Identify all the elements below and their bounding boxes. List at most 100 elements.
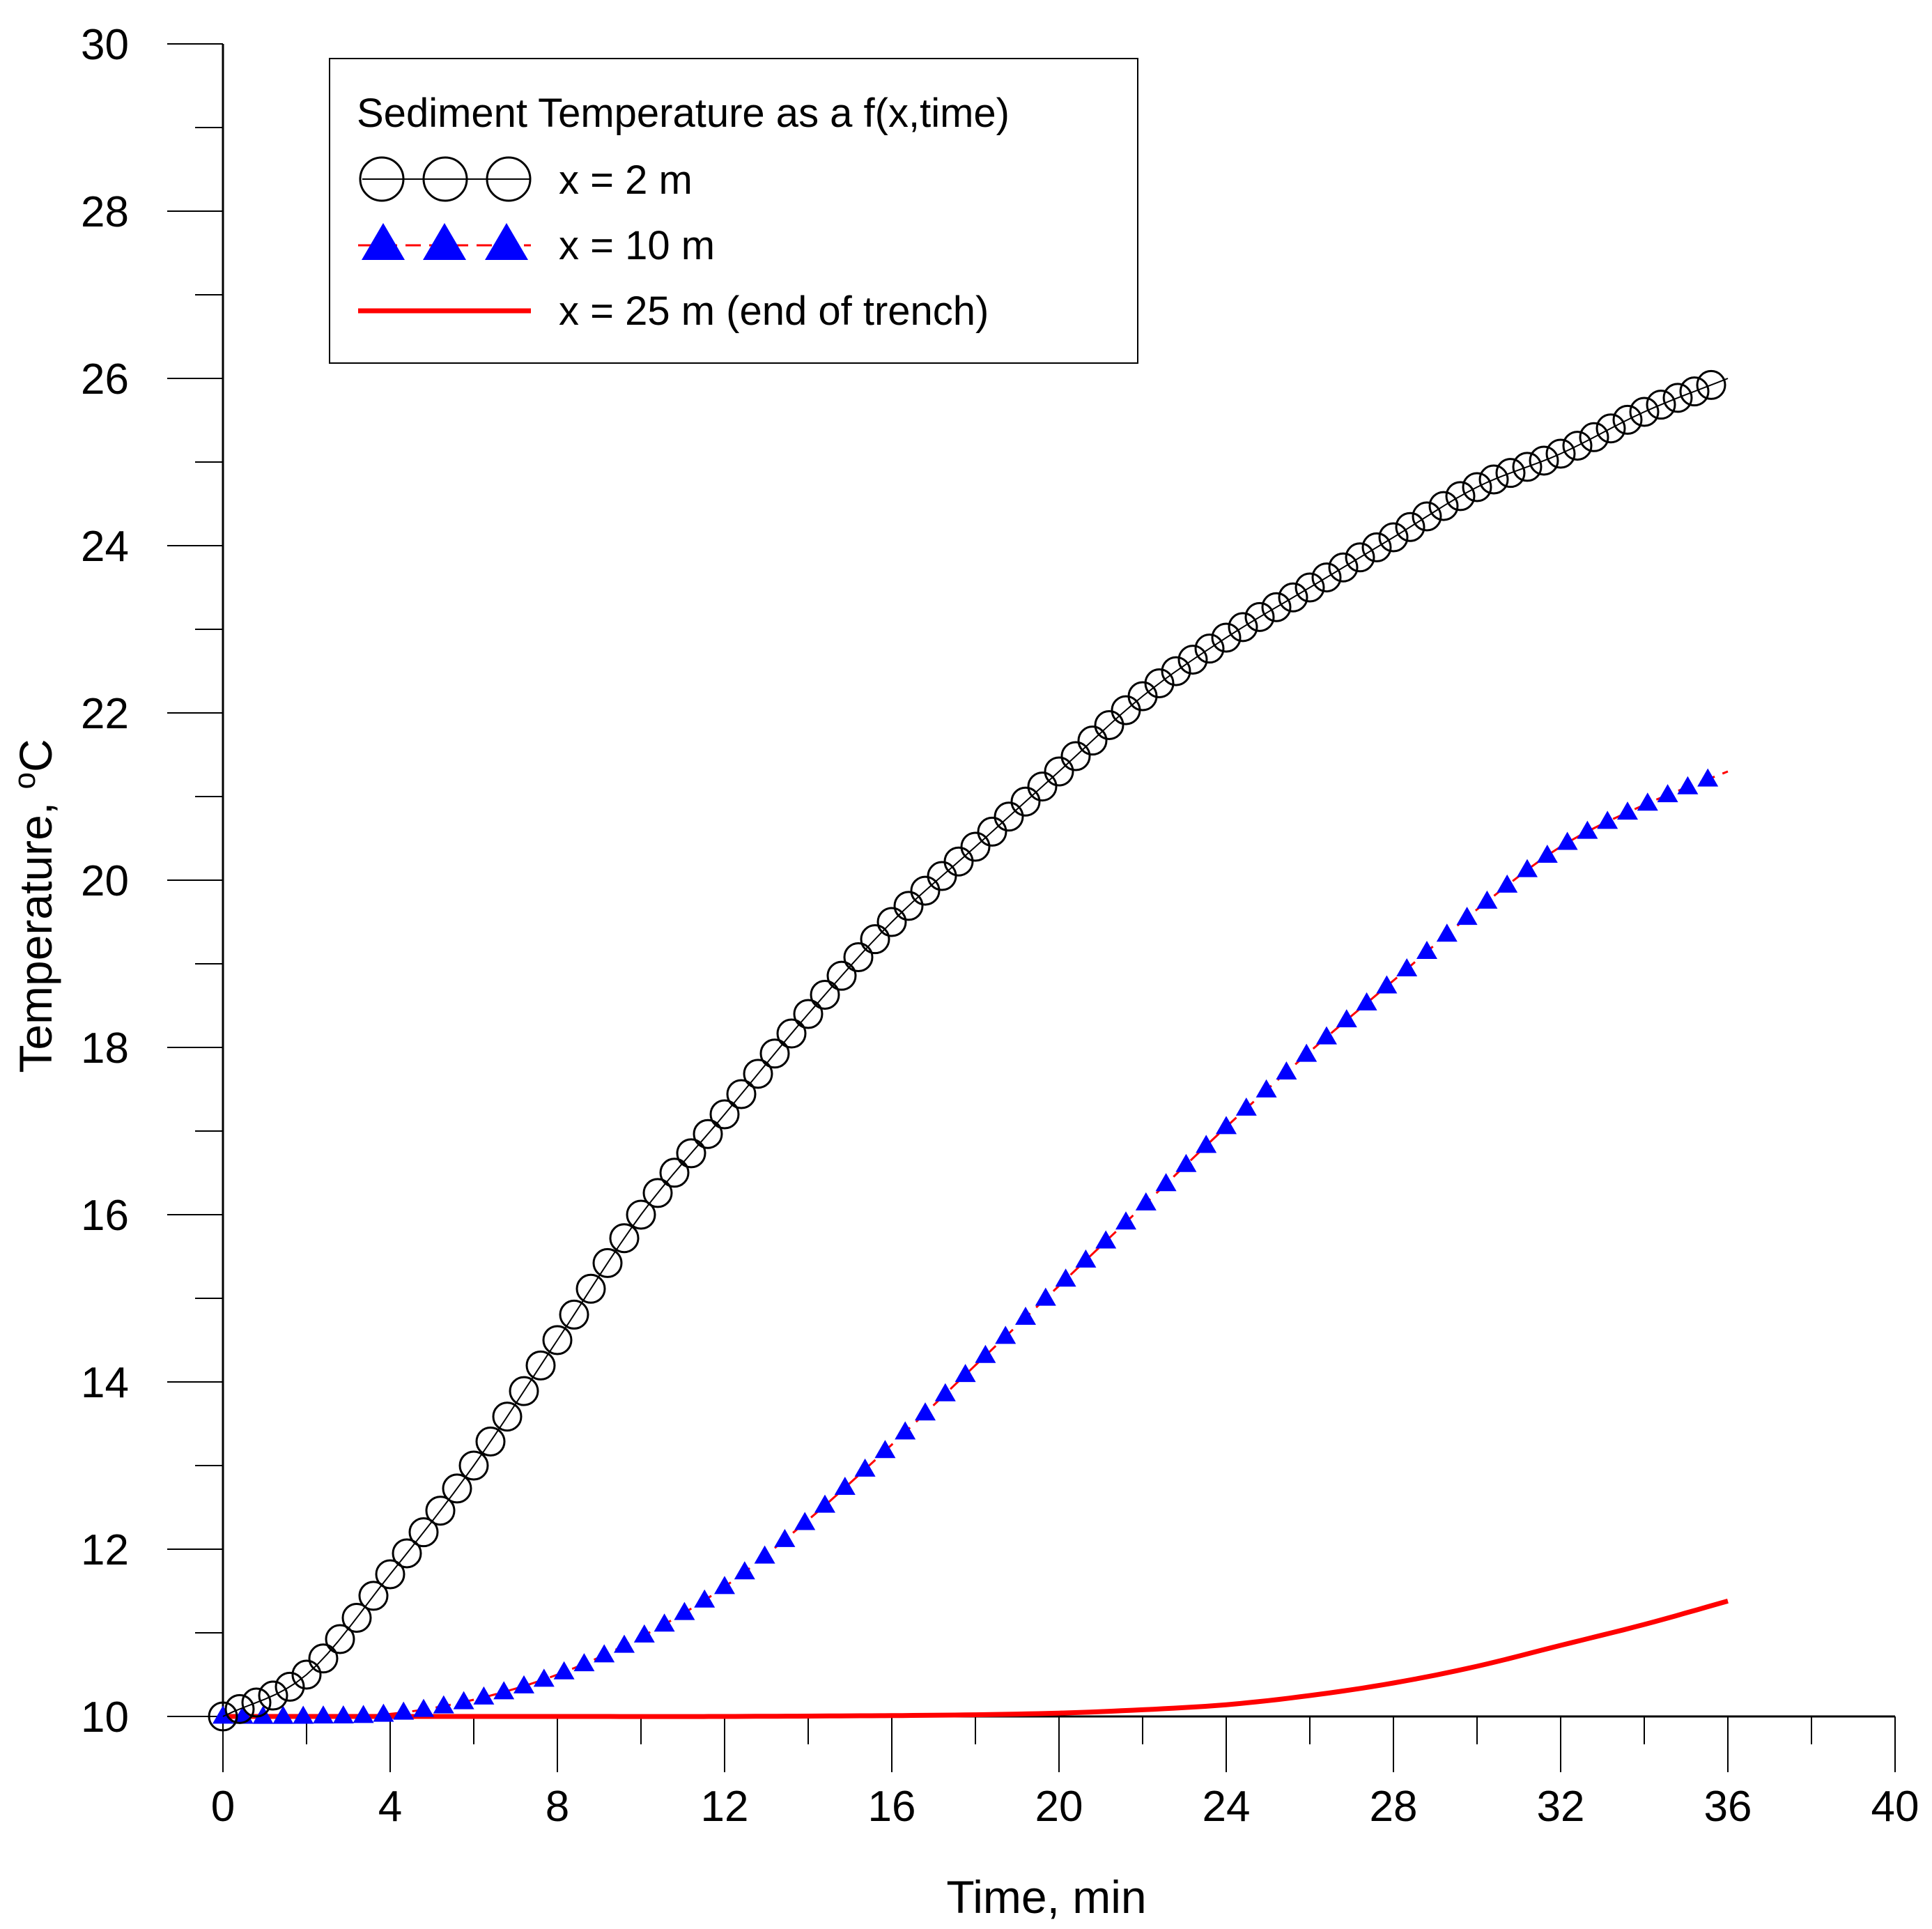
series-marker-x2m <box>1579 422 1609 452</box>
series-marker-x2m <box>659 1158 690 1188</box>
series-marker-x10m <box>293 1705 314 1724</box>
series-marker-x2m <box>977 816 1007 847</box>
series-line-x10m <box>223 770 1729 1718</box>
series-marker-x2m <box>1428 491 1459 521</box>
series-marker-x2m <box>1027 771 1058 802</box>
series-marker-x10m <box>774 1528 796 1547</box>
y-tick-label: 16 <box>81 1192 129 1240</box>
y-axis-title-text: Temperature, <box>10 789 61 1073</box>
series-marker-x10m <box>1556 831 1578 850</box>
series-marker-x10m <box>1075 1249 1097 1268</box>
series-marker-x2m <box>1646 390 1676 420</box>
series-marker-x2m <box>693 1119 723 1149</box>
series-marker-x2m <box>1228 612 1258 643</box>
series-marker-x2m <box>475 1427 506 1457</box>
series-line-x25m <box>223 1599 1729 1719</box>
series-marker-x2m <box>1696 369 1726 400</box>
series-marker-x2m <box>224 1693 255 1724</box>
series-marker-x2m <box>1144 668 1175 698</box>
series-marker-x10m <box>393 1701 415 1720</box>
series-marker-x2m <box>559 1299 589 1330</box>
series-marker-x10m <box>1376 975 1398 994</box>
series-marker-x2m <box>208 1701 238 1732</box>
series-marker-x10m <box>1035 1287 1056 1306</box>
series-marker-x2m <box>241 1687 272 1718</box>
series-marker-x10m <box>874 1440 896 1459</box>
series-marker-x2m <box>609 1223 640 1254</box>
series-marker-x10m <box>1356 992 1377 1010</box>
series-marker-x2m <box>575 1273 606 1304</box>
series-marker-x10m <box>995 1325 1017 1344</box>
series-marker-x10m <box>1095 1230 1117 1249</box>
legend-label-x10m: x = 10 m <box>559 223 715 268</box>
x-tick-label: 36 <box>1704 1783 1752 1831</box>
series-marker-x10m <box>1517 859 1538 877</box>
series-marker-x2m <box>1328 552 1359 583</box>
series-marker-x10m <box>754 1545 775 1564</box>
series-marker-x2m <box>994 801 1024 832</box>
series-marker-x10m <box>1577 820 1598 839</box>
series-marker-x2m <box>776 1018 807 1049</box>
series-marker-x2m <box>1361 532 1392 562</box>
series-marker-x10m <box>332 1705 354 1723</box>
series-marker-x2m <box>1412 501 1442 532</box>
y-tick-label: 10 <box>81 1693 129 1742</box>
series-marker-x2m <box>876 907 907 937</box>
series-marker-x10m <box>1055 1268 1076 1287</box>
x-axis-title: Time, min <box>946 1871 1146 1923</box>
series-marker-x2m <box>1612 404 1643 435</box>
series-marker-x2m <box>1679 376 1710 407</box>
series-marker-x10m <box>854 1458 876 1477</box>
legend: Sediment Temperature as a f(x,time) x = … <box>329 58 1138 364</box>
x-tick-label: 28 <box>1370 1783 1418 1831</box>
series-marker-x10m <box>1216 1116 1237 1135</box>
series-marker-x10m <box>814 1494 835 1513</box>
series-marker-x2m <box>960 831 991 862</box>
series-marker-x2m <box>392 1538 422 1569</box>
series-marker-x10m <box>313 1705 334 1724</box>
series-marker-x10m <box>654 1613 675 1632</box>
y-tick-label: 20 <box>81 857 129 905</box>
series-marker-x10m <box>794 1512 816 1530</box>
series-marker-x2m <box>1378 522 1409 553</box>
series-marker-x10m <box>1155 1173 1177 1192</box>
x-tick-label: 24 <box>1203 1783 1251 1831</box>
series-marker-x10m <box>915 1402 936 1421</box>
series-marker-x2m <box>1094 709 1125 740</box>
series-marker-x10m <box>975 1344 996 1363</box>
series-marker-x2m <box>275 1671 305 1702</box>
series-marker-x10m <box>413 1698 434 1717</box>
x-tick-label: 20 <box>1035 1783 1083 1831</box>
series-marker-x2m <box>943 846 974 877</box>
series-marker-x10m <box>1617 801 1638 820</box>
series-marker-x2m <box>542 1325 573 1355</box>
x-tick-label: 12 <box>701 1783 749 1831</box>
series-marker-x10m <box>373 1703 394 1722</box>
series-marker-x2m <box>408 1517 439 1548</box>
series-marker-x2m <box>375 1559 405 1590</box>
legend-title: Sediment Temperature as a f(x,time) <box>357 91 1010 136</box>
series-marker-x10m <box>1276 1061 1297 1080</box>
series-marker-x10m <box>433 1695 454 1714</box>
series-marker-x10m <box>633 1624 655 1643</box>
series-marker-x2m <box>492 1401 523 1432</box>
series-marker-x10m <box>493 1681 515 1700</box>
series-marker-x2m <box>826 960 857 991</box>
series-marker-x10m <box>674 1601 695 1620</box>
series-marker-x2m <box>1311 562 1342 593</box>
series-marker-x2m <box>1445 481 1476 512</box>
series-marker-x10m <box>1436 923 1458 942</box>
series-marker-x2m <box>325 1624 355 1654</box>
series-marker-x2m <box>860 924 890 955</box>
series-marker-x10m <box>1196 1135 1217 1153</box>
series-marker-x2m <box>1010 786 1041 817</box>
series-marker-x2m <box>1662 383 1693 413</box>
series-marker-x10m <box>1657 784 1678 803</box>
series-marker-x10m <box>934 1383 956 1401</box>
series-marker-x2m <box>709 1099 740 1130</box>
series-marker-x2m <box>1044 756 1074 787</box>
series-marker-x10m <box>272 1705 294 1724</box>
series-marker-x2m <box>425 1496 456 1526</box>
series-marker-x10m <box>955 1364 976 1383</box>
series-marker-x2m <box>626 1199 656 1230</box>
